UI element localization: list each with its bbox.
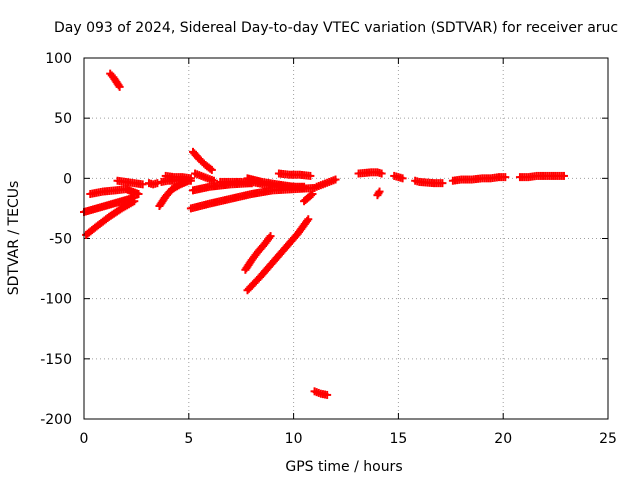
y-tick-label: -100 [40,292,72,308]
x-tick-label: 0 [80,431,89,447]
x-axis-label: GPS time / hours [285,459,402,475]
x-tick-label: 25 [599,431,617,447]
tick-labels: 0 5 10 15 20 25 100 50 0 -50 -100 -150 -200 [40,51,617,447]
x-tick-label: 15 [389,431,407,447]
data-point [323,390,332,399]
data-point [206,164,215,173]
data-point [501,173,510,182]
data-point [138,180,147,189]
chart-title: Day 093 of 2024, Sidereal Day-to-day VTE… [54,20,618,36]
y-axis-label: SDTVAR / TECUs [6,181,22,296]
data-point [331,175,340,184]
plot-frame [83,57,609,420]
data-point [303,216,312,225]
x-tick-label: 5 [184,431,193,447]
y-tick-label: 50 [54,111,72,127]
data-points [80,69,568,399]
data-point [266,232,275,241]
x-tick-label: 10 [285,431,303,447]
y-tick-label: -150 [40,352,72,368]
data-point [114,81,123,90]
data-point [134,189,143,198]
y-tick-label: -50 [49,232,72,248]
data-point [398,174,407,183]
data-point [207,165,216,174]
y-tick-label: 0 [63,171,72,187]
axis-ticks [83,57,609,420]
data-point [377,169,386,178]
data-point [153,179,162,188]
data-point [186,174,195,183]
data-point [307,191,316,200]
data-point [308,189,317,198]
y-tick-label: -200 [40,412,72,428]
x-tick-label: 20 [494,431,512,447]
data-point [438,179,447,188]
grid [84,58,608,419]
y-tick-label: 100 [45,51,72,67]
data-point [304,215,313,224]
data-point [375,187,384,196]
data-point [559,171,568,180]
data-point [115,82,124,91]
data-point [306,171,315,180]
data-point [300,182,309,191]
